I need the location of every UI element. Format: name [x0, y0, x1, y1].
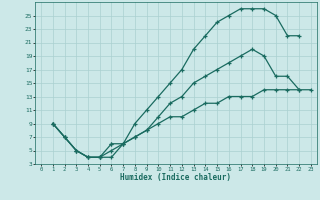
X-axis label: Humidex (Indice chaleur): Humidex (Indice chaleur): [121, 173, 231, 182]
